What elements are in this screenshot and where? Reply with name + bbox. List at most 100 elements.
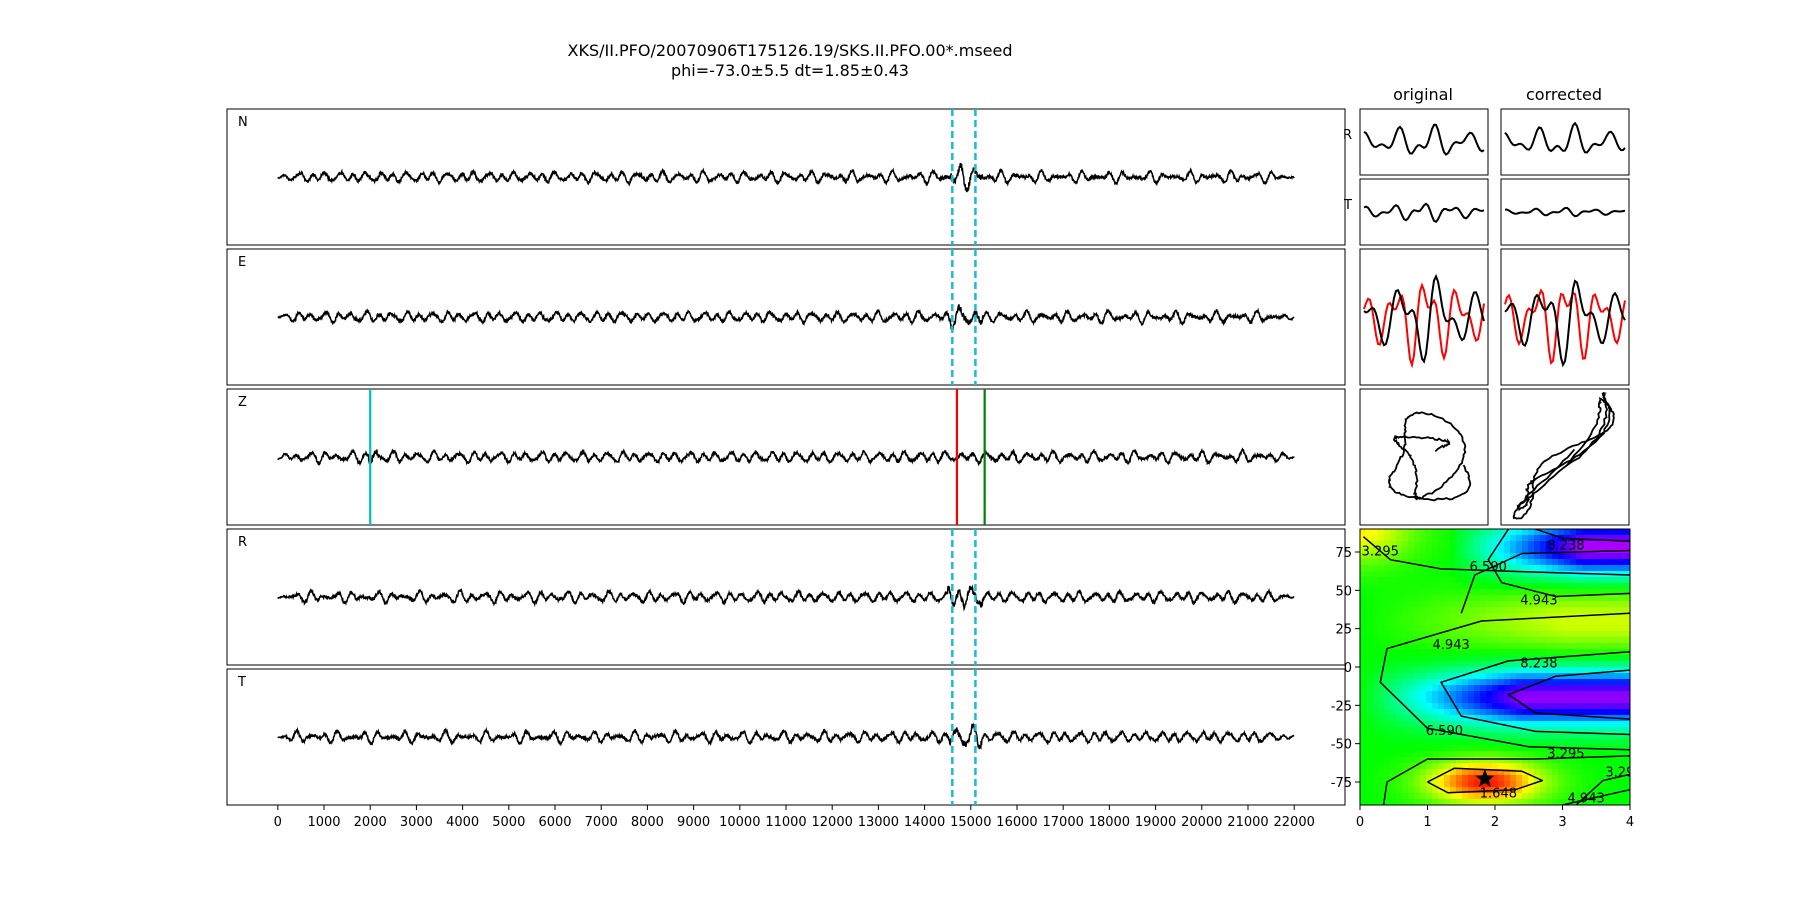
heatmap-cell <box>1444 673 1451 680</box>
heatmap-cell <box>1570 769 1577 776</box>
heatmap-cell <box>1438 763 1445 770</box>
heatmap-cell <box>1498 553 1505 560</box>
heatmap-cell <box>1492 721 1499 728</box>
heatmap-cell <box>1360 715 1367 722</box>
heatmap-cell <box>1396 727 1403 734</box>
heatmap-cell <box>1402 763 1409 770</box>
heatmap-cell <box>1474 565 1481 572</box>
heatmap-cell <box>1594 619 1601 626</box>
heatmap-cell <box>1594 655 1601 662</box>
heatmap-cell <box>1366 763 1373 770</box>
heatmap-cell <box>1504 631 1511 638</box>
heatmap-cell <box>1426 655 1433 662</box>
heatmap-cell <box>1528 697 1535 704</box>
heatmap-cell <box>1498 535 1505 542</box>
heatmap-cell <box>1534 631 1541 638</box>
heatmap-cell <box>1414 589 1421 596</box>
heatmap-cell <box>1510 529 1517 536</box>
heatmap-cell <box>1486 643 1493 650</box>
heatmap-cell <box>1432 655 1439 662</box>
figure-subtitle: phi=-73.0±5.5 dt=1.85±0.43 <box>671 61 909 80</box>
heatmap-cell <box>1444 793 1451 800</box>
heatmap-cell <box>1444 745 1451 752</box>
heatmap-cell <box>1510 799 1517 805</box>
heatmap-cell <box>1558 655 1565 662</box>
heatmap-cell <box>1372 691 1379 698</box>
heatmap-cell <box>1456 763 1463 770</box>
heatmap-cell <box>1396 655 1403 662</box>
heatmap-cell <box>1570 601 1577 608</box>
heatmap-cell <box>1360 583 1367 590</box>
heatmap-cell <box>1528 703 1535 710</box>
heatmap-cell <box>1378 787 1385 794</box>
x-tick-label: 11000 <box>765 815 806 830</box>
heatmap-cell <box>1462 613 1469 620</box>
contour-label: 8.238 <box>1547 538 1584 553</box>
heatmap-cell <box>1612 793 1619 800</box>
heatmap-cell <box>1426 787 1433 794</box>
x-tick-label: 22000 <box>1274 815 1315 830</box>
heatmap-cell <box>1540 541 1547 548</box>
heatmap-cell <box>1546 769 1553 776</box>
heatmap-cell <box>1564 649 1571 656</box>
heatmap-cell <box>1540 637 1547 644</box>
heatmap-cell <box>1510 673 1517 680</box>
heatmap-cell <box>1546 619 1553 626</box>
heatmap-cell <box>1474 583 1481 590</box>
heatmap-cell <box>1450 715 1457 722</box>
heatmap-cell <box>1378 565 1385 572</box>
heatmap-cell <box>1498 589 1505 596</box>
heatmap-cell <box>1594 631 1601 638</box>
heatmap-cell <box>1432 679 1439 686</box>
heatmap-cell <box>1552 595 1559 602</box>
heatmap-cell <box>1486 769 1493 776</box>
heatmap-cell <box>1414 679 1421 686</box>
heatmap-cell <box>1588 529 1595 536</box>
heatmap-cell <box>1480 577 1487 584</box>
heatmap-cell <box>1360 613 1367 620</box>
x-tick-label: 15000 <box>950 815 991 830</box>
heatmap-cell <box>1528 799 1535 805</box>
heatmap-cell <box>1408 727 1415 734</box>
heatmap-cell <box>1390 787 1397 794</box>
heatmap-cell <box>1534 685 1541 692</box>
heatmap-cell <box>1528 583 1535 590</box>
heatmap-cell <box>1438 775 1445 782</box>
dt-tick-label: 4 <box>1626 815 1634 830</box>
heatmap-cell <box>1588 769 1595 776</box>
heatmap-cell <box>1510 595 1517 602</box>
heatmap-cell <box>1456 667 1463 674</box>
heatmap-cell <box>1438 793 1445 800</box>
heatmap-cell <box>1414 535 1421 542</box>
heatmap-cell <box>1510 577 1517 584</box>
heatmap-cell <box>1558 541 1565 548</box>
heatmap-cell <box>1576 793 1583 800</box>
heatmap-cell <box>1444 727 1451 734</box>
heatmap-cell <box>1402 607 1409 614</box>
heatmap-cell <box>1396 559 1403 566</box>
heatmap-cell <box>1600 583 1607 590</box>
x-tick-label: 21000 <box>1227 815 1268 830</box>
error-surface-contours <box>1362 529 1630 805</box>
heatmap-cell <box>1498 763 1505 770</box>
heatmap-cell <box>1588 715 1595 722</box>
heatmap-cell <box>1492 685 1499 692</box>
heatmap-cell <box>1600 739 1607 746</box>
heatmap-cell <box>1546 577 1553 584</box>
heatmap-cell <box>1540 793 1547 800</box>
heatmap-cell <box>1612 763 1619 770</box>
heatmap-cell <box>1408 541 1415 548</box>
heatmap-cell <box>1618 781 1625 788</box>
particle-panel-frame <box>1359 388 1489 526</box>
heatmap-cell <box>1396 583 1403 590</box>
heatmap-cell <box>1378 601 1385 608</box>
heatmap-cell <box>1576 619 1583 626</box>
heatmap-cell <box>1360 733 1367 740</box>
heatmap-cell <box>1498 547 1505 554</box>
heatmap-cell <box>1498 697 1505 704</box>
heatmap-cell <box>1492 613 1499 620</box>
heatmap-cell <box>1414 763 1421 770</box>
heatmap-cell <box>1552 751 1559 758</box>
heatmap-cell <box>1510 565 1517 572</box>
heatmap-cell <box>1438 691 1445 698</box>
